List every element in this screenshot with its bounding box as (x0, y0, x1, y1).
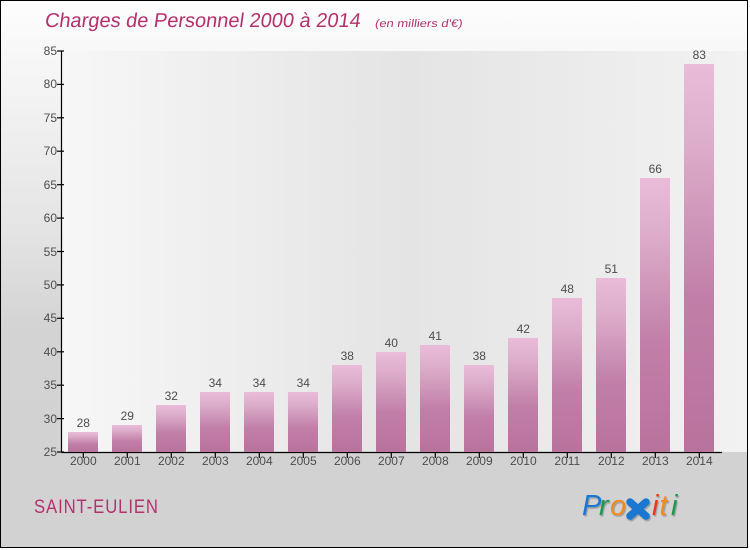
svg-text:o: o (610, 490, 626, 522)
svg-text:i: i (671, 490, 679, 522)
svg-text:i: i (652, 490, 660, 522)
svg-text:t: t (660, 490, 670, 522)
svg-text:r: r (599, 490, 610, 522)
